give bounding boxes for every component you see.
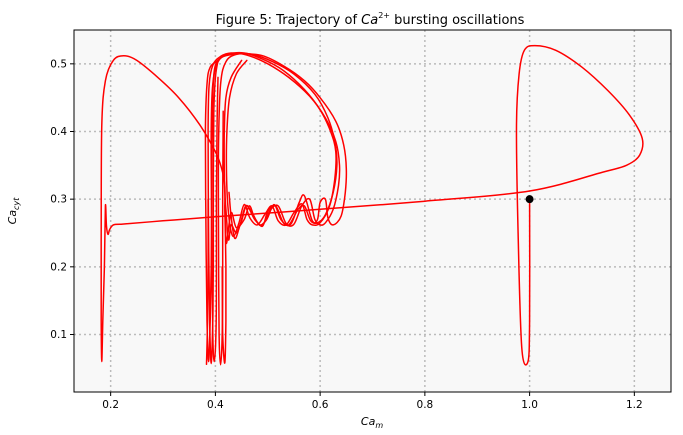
trajectory-line bbox=[221, 205, 227, 364]
chart-title: Figure 5: Trajectory of Ca2+ bursting os… bbox=[216, 11, 525, 28]
y-tick-label: 0.5 bbox=[50, 58, 67, 70]
x-tick-label: 0.6 bbox=[312, 399, 329, 411]
trajectory-line bbox=[120, 44, 644, 366]
plot-frame bbox=[73, 29, 672, 393]
x-axis-label-subscript: m bbox=[375, 421, 383, 430]
x-tick-label: 0.8 bbox=[417, 399, 434, 411]
trajectory-series bbox=[100, 44, 644, 366]
start-marker-group bbox=[525, 195, 534, 204]
y-tick-label: 0.2 bbox=[50, 261, 67, 273]
start-point-marker bbox=[525, 195, 534, 204]
x-axis-ticks: 0.2 0.4 0.6 0.8 1.0 1.2 bbox=[102, 392, 643, 411]
title-suffix: bursting oscillations bbox=[390, 13, 525, 28]
x-tick-label: 0.2 bbox=[102, 399, 119, 411]
y-tick-label: 0.3 bbox=[50, 194, 67, 206]
y-axis-label-base: Ca bbox=[6, 210, 19, 225]
x-axis-label: Cam bbox=[361, 415, 383, 430]
y-axis-ticks: 0.1 0.2 0.3 0.4 0.5 bbox=[50, 58, 74, 341]
x-tick-label: 1.2 bbox=[626, 399, 643, 411]
x-axis-label-base: Ca bbox=[361, 415, 376, 428]
x-tick-label: 1.0 bbox=[521, 399, 538, 411]
plot-area bbox=[74, 30, 671, 392]
title-prefix: Figure 5: Trajectory of bbox=[216, 13, 362, 28]
y-tick-label: 0.1 bbox=[50, 329, 67, 341]
y-tick-label: 0.4 bbox=[50, 126, 67, 138]
title-math: Ca bbox=[361, 13, 378, 28]
title-math-superscript: 2+ bbox=[378, 11, 390, 20]
y-axis-label-subscript: cyt bbox=[12, 197, 21, 210]
y-axis-label: Cacyt bbox=[6, 197, 21, 225]
trajectory-line bbox=[100, 54, 226, 363]
trajectory-line bbox=[205, 198, 209, 366]
x-tick-label: 0.4 bbox=[207, 399, 224, 411]
trajectory-line bbox=[217, 52, 338, 366]
